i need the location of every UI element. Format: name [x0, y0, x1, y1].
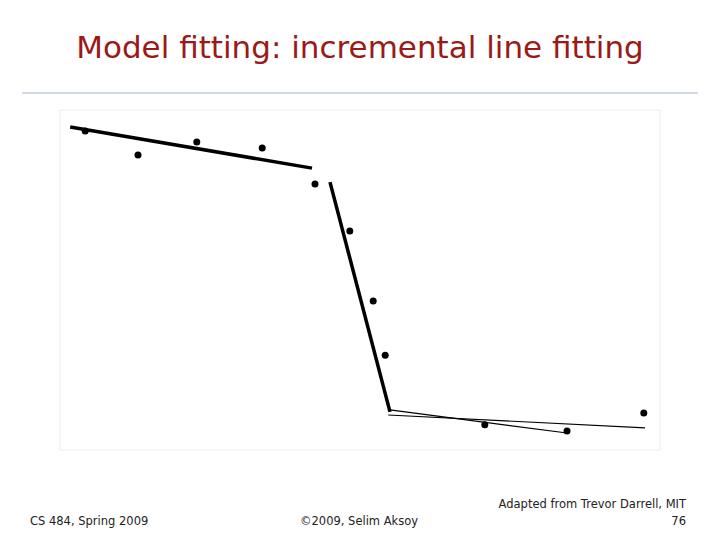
fit-line: [330, 182, 390, 412]
fit-line: [70, 127, 312, 168]
data-point: [346, 228, 353, 235]
plot-area: [70, 127, 647, 434]
data-point: [382, 352, 389, 359]
page-number: 76: [671, 514, 686, 528]
data-point: [640, 409, 647, 416]
data-point: [370, 298, 377, 305]
footer-credit: Adapted from Trevor Darrell, MIT: [499, 497, 687, 511]
data-point: [259, 145, 266, 152]
title-rule: [22, 93, 698, 94]
title: Model fitting: incremental line fitting: [76, 29, 644, 65]
footer-course: CS 484, Spring 2009: [30, 514, 148, 528]
fit-line: [390, 410, 567, 433]
data-point: [193, 138, 200, 145]
data-point: [564, 427, 571, 434]
data-point: [312, 181, 319, 188]
slide: Model fitting: incremental line fitting C…: [0, 0, 720, 540]
plot-frame: [60, 110, 660, 450]
data-point: [135, 151, 142, 158]
footer-copyright: ©2009, Selim Aksoy: [300, 514, 418, 528]
